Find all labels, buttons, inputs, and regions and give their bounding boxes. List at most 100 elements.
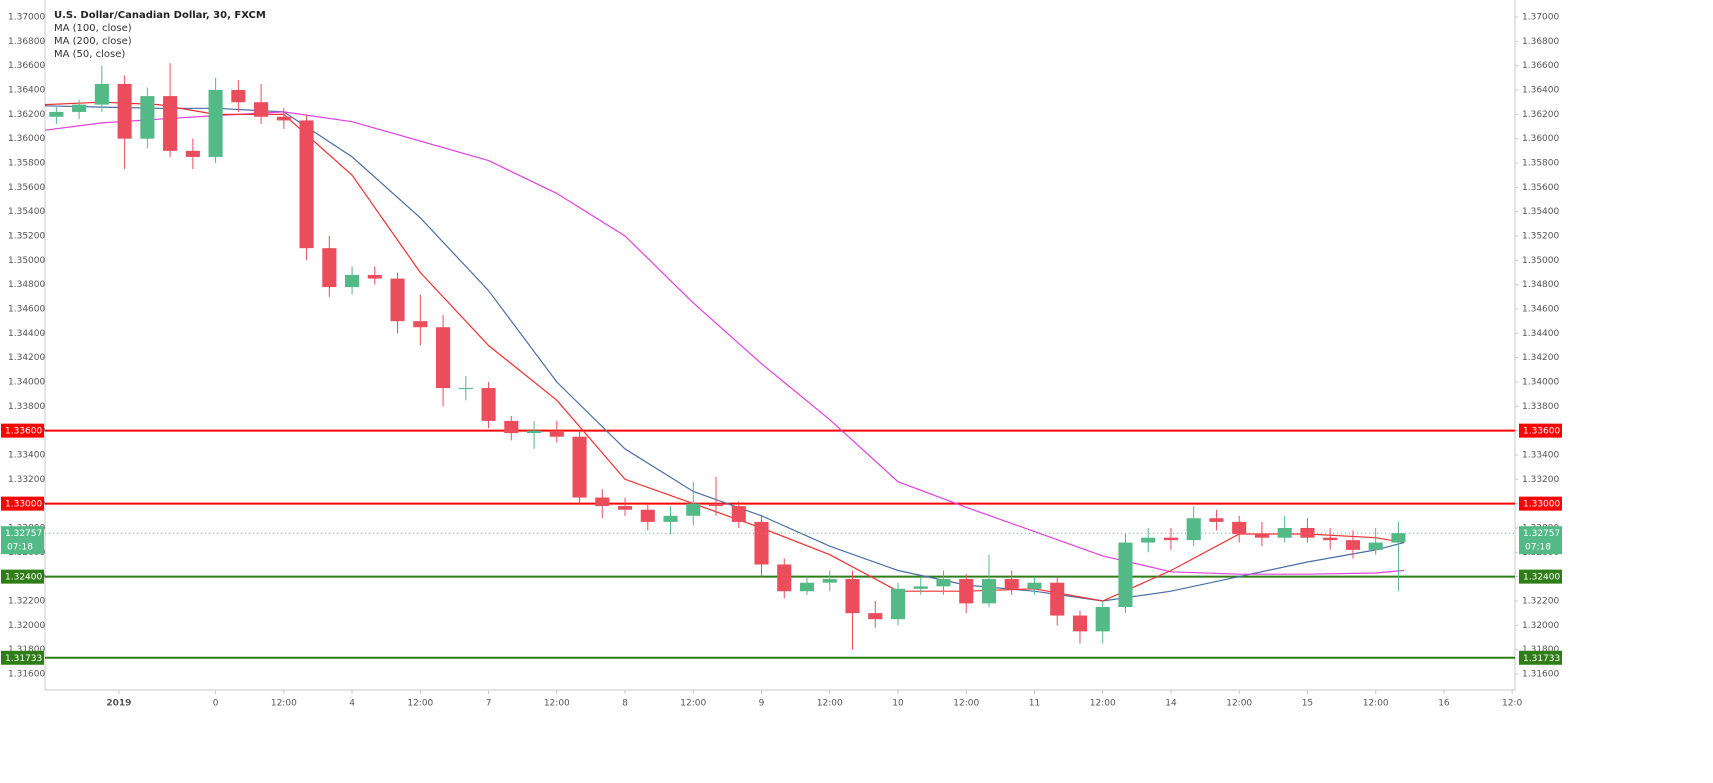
y-tick-label: 1.37000 — [8, 13, 45, 23]
candle-body — [299, 120, 314, 249]
candle-body — [549, 430, 564, 437]
level-label-box — [1519, 496, 1562, 511]
candle-body — [1345, 540, 1360, 550]
y-tick-label: 1.35800 — [8, 159, 45, 169]
y-tick-label: 1.36800 — [1522, 37, 1559, 47]
x-tick-label: 12:00 — [1090, 699, 1116, 709]
level-label-box — [1519, 423, 1562, 438]
candle-body — [913, 586, 928, 589]
y-tick-label: 1.34400 — [8, 329, 45, 339]
x-tick-label: 12:00 — [271, 699, 297, 709]
ma-line — [44, 111, 1405, 575]
candle-body — [822, 579, 837, 583]
legend-entry: MA (50, close) — [54, 49, 125, 60]
candle-body — [49, 111, 64, 117]
level-label-box — [1, 569, 44, 584]
candle-body — [617, 506, 633, 510]
candle-body — [527, 430, 542, 434]
y-tick-label: 1.34600 — [1522, 304, 1559, 314]
level-label: 1.32400 — [5, 573, 42, 583]
x-tick-label: 12:00 — [407, 699, 433, 709]
y-tick-label: 1.33800 — [1522, 402, 1559, 412]
candle-body — [890, 588, 906, 620]
level-label-box — [1, 496, 44, 511]
level-label: 1.31733 — [1523, 654, 1560, 664]
level-label: 1.32400 — [1523, 573, 1560, 583]
last-price-label: 1.32757 — [1523, 529, 1560, 539]
candle-body — [185, 150, 200, 157]
level-label: 1.33600 — [1523, 427, 1560, 437]
candle-body — [1072, 615, 1088, 632]
y-tick-label: 1.31600 — [8, 669, 45, 679]
candle-body — [754, 521, 769, 565]
y-tick-label: 1.36600 — [8, 61, 45, 71]
y-tick-label: 1.33200 — [1522, 475, 1559, 485]
y-tick-label: 1.35000 — [8, 256, 45, 266]
candle-body — [163, 96, 178, 151]
candle-body — [1027, 582, 1042, 589]
x-tick-label: 12:00 — [544, 699, 570, 709]
candle-body — [140, 96, 155, 139]
chart-title: U.S. Dollar/Canadian Dollar, 30, FXCM — [54, 10, 266, 21]
y-tick-label: 1.36200 — [8, 110, 45, 120]
candle-body — [345, 274, 360, 288]
candle-body — [458, 388, 473, 390]
y-tick-label: 1.36000 — [8, 134, 45, 144]
y-tick-label: 1.36000 — [1522, 134, 1559, 144]
candle-body — [959, 579, 974, 604]
candle-body — [481, 388, 496, 421]
candle-body — [367, 274, 382, 279]
y-tick-label: 1.33400 — [1522, 450, 1559, 460]
x-tick-label: 16 — [1438, 699, 1450, 709]
y-tick-label: 1.32200 — [8, 596, 45, 606]
x-tick-label: 12:00 — [953, 699, 979, 709]
last-price-box — [1, 526, 44, 555]
legend-entry: MA (200, close) — [54, 36, 132, 47]
x-tick-label: 0 — [213, 699, 219, 709]
candle-body — [799, 582, 815, 592]
candle-body — [663, 515, 678, 522]
x-tick-label: 11 — [1029, 699, 1040, 709]
x-tick-label: 14 — [1165, 699, 1177, 709]
countdown-label: 07:18 — [1525, 543, 1551, 553]
candle-body — [1391, 533, 1406, 543]
candle-body — [708, 503, 724, 507]
x-tick-label: 2019 — [106, 699, 131, 709]
y-tick-label: 1.36400 — [1522, 86, 1559, 96]
candle-body — [504, 420, 519, 434]
y-tick-label: 1.31600 — [1522, 669, 1559, 679]
candle-body — [1163, 537, 1179, 541]
x-tick-label: 12:0 — [1502, 699, 1522, 709]
candle-body — [1300, 527, 1315, 538]
candle-body — [276, 116, 291, 121]
y-tick-label: 1.32000 — [8, 621, 45, 631]
y-tick-label: 1.35000 — [1522, 256, 1559, 266]
y-tick-label: 1.31800 — [1522, 645, 1559, 655]
level-label: 1.33000 — [5, 500, 42, 510]
y-tick-label: 1.34200 — [8, 353, 45, 363]
candle-body — [117, 83, 132, 139]
level-label: 1.31733 — [5, 654, 42, 664]
y-tick-label: 1.35600 — [1522, 183, 1559, 193]
candle-body — [1004, 579, 1019, 589]
candle-body — [1254, 534, 1269, 538]
candle-body — [322, 248, 337, 288]
candle-body — [1209, 518, 1224, 522]
y-tick-label: 1.37000 — [1522, 13, 1559, 23]
candle-body — [1050, 582, 1065, 616]
ma-line — [44, 101, 1405, 602]
y-tick-label: 1.33200 — [8, 475, 45, 485]
y-tick-label: 1.34400 — [1522, 329, 1559, 339]
y-tick-label: 1.36800 — [8, 37, 45, 47]
y-tick-label: 1.35800 — [1522, 159, 1559, 169]
level-label-box — [1519, 650, 1562, 665]
candle-body — [1323, 537, 1338, 541]
x-tick-label: 12:00 — [1226, 699, 1252, 709]
candle-body — [413, 321, 428, 328]
candle-body — [436, 327, 451, 389]
x-tick-label: 12:00 — [817, 699, 843, 709]
legend-entry: MA (100, close) — [54, 23, 132, 34]
y-tick-label: 1.36200 — [1522, 110, 1559, 120]
x-tick-label: 12:00 — [680, 699, 706, 709]
